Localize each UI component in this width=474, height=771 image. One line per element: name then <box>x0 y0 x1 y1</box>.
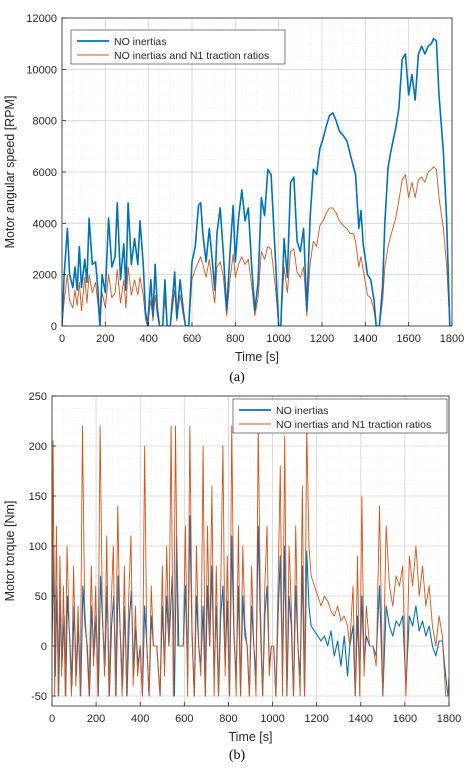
chart-b-x-tick-label: 0 <box>49 713 55 725</box>
chart-b-x-tick-label: 800 <box>219 713 237 725</box>
chart-b-y-tick-label: 150 <box>29 491 47 503</box>
caption-b-text: (b) <box>228 748 246 763</box>
caption-a: (a) <box>0 370 474 386</box>
chart-b-series-n1-traction-ratios <box>52 425 449 697</box>
chart-b-x-tick-label: 1000 <box>260 713 284 725</box>
chart-b-legend-label-no-inertias: NO inertias <box>276 405 329 417</box>
chart-a-x-tick-label: 1800 <box>440 333 464 345</box>
chart-a-x-tick-label: 400 <box>139 333 157 345</box>
chart-b-x-tick-label: 1800 <box>437 713 461 725</box>
chart-a-x-tick-label: 600 <box>183 333 201 345</box>
chart-b-x-tick-label: 1400 <box>349 713 373 725</box>
chart-a-x-tick-label: 1000 <box>266 333 290 345</box>
chart-a-y-tick-label: 12000 <box>26 13 57 25</box>
chart-a-x-tick-label: 0 <box>59 333 65 345</box>
chart-a-y-tick-label: 0 <box>51 321 57 333</box>
chart-a-y-tick-label: 6000 <box>33 167 57 179</box>
chart-b-y-tick-label: -50 <box>31 691 47 703</box>
chart-a-x-tick-label: 1600 <box>396 333 420 345</box>
chart-a-series-no-inertias <box>62 37 452 326</box>
chart-b: 0 200 400 600 800 1000 1200 1400 1600 1800-500501… <box>3 391 461 744</box>
chart-b-y-tick-label: 100 <box>29 541 47 553</box>
chart-b-x-tick-label: 1200 <box>304 713 328 725</box>
chart-b-y-tick-label: 0 <box>41 641 47 653</box>
chart-b-legend: NO inertias NO inertias and N1 traction r… <box>232 398 448 434</box>
chart-b-x-tick-label: 400 <box>131 713 149 725</box>
chart-a-y-tick-label: 10000 <box>26 64 57 76</box>
chart-b-x-tick-label: 200 <box>87 713 105 725</box>
chart-a-x-tick-label: 800 <box>226 333 244 345</box>
caption-a-text: (a) <box>229 370 245 385</box>
chart-b-axes-box <box>51 395 450 707</box>
chart-a-legend-box <box>70 29 286 65</box>
chart-b-y-tick-label: 250 <box>29 391 47 403</box>
chart-a: 0 200 400 600 800 1000 1200 1400 1600 1800 0 2000 40… <box>3 13 464 364</box>
caption-b: (b) <box>0 748 474 764</box>
chart-b-x-axis-label: Time [s] <box>229 730 273 744</box>
chart-a-y-tick-label: 4000 <box>33 218 57 230</box>
chart-a-x-tick-label: 1200 <box>310 333 334 345</box>
chart-b-x-tick-label: 600 <box>175 713 193 725</box>
chart-a-legend-label-no-inertias: NO inertias <box>114 36 167 48</box>
chart-b-y-tick-label: 50 <box>35 591 47 603</box>
chart-b-legend-box <box>232 398 448 434</box>
chart-b-y-axis-label: Motor torque [Nm] <box>3 501 17 602</box>
chart-a-y-tick-label: 2000 <box>33 270 57 282</box>
chart-a-series-n1-traction-ratios <box>62 166 452 326</box>
chart-a-legend-label-n1-traction-ratios: NO inertias and N1 traction ratios <box>114 50 269 62</box>
chart-a-x-tick-label: 200 <box>96 333 114 345</box>
chart-a-y-tick-label: 8000 <box>33 116 57 128</box>
chart-a-x-tick-label: 1400 <box>353 333 377 345</box>
chart-b-x-tick-label: 1600 <box>393 713 417 725</box>
chart-a-x-axis-label: Time [s] <box>235 350 279 364</box>
chart-a-legend: NO inertias NO inertias and N1 traction r… <box>70 29 286 65</box>
chart-b-y-tick-label: 200 <box>29 441 47 453</box>
chart-b-legend-label-n1-traction-ratios: NO inertias and N1 traction ratios <box>276 419 431 431</box>
chart-a-y-axis-label: Motor angular speed [RPM] <box>3 96 17 249</box>
